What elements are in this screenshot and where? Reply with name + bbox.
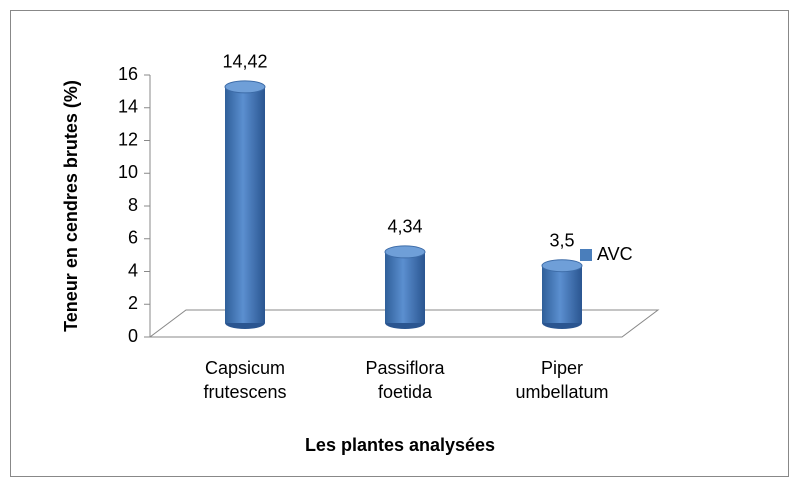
legend-swatch bbox=[580, 249, 592, 261]
value-label: 4,34 bbox=[387, 217, 422, 237]
y-tick-label: 14 bbox=[118, 97, 138, 117]
y-tick-label: 6 bbox=[128, 228, 138, 248]
bar bbox=[225, 86, 265, 323]
chart-border bbox=[10, 10, 789, 477]
y-tick-label: 8 bbox=[128, 195, 138, 215]
bar-top bbox=[224, 80, 266, 94]
y-tick-label: 10 bbox=[118, 162, 138, 182]
x-axis-title: Les plantes analysées bbox=[305, 435, 495, 455]
value-label: 14,42 bbox=[222, 52, 267, 72]
x-tick-label: Capsicum frutescens bbox=[203, 358, 287, 402]
x-tick-label: Piper umbellatum bbox=[515, 358, 609, 402]
y-tick-label: 4 bbox=[128, 260, 138, 280]
y-axis-title: Teneur en cendres brutes (%) bbox=[61, 80, 81, 332]
bar bbox=[385, 251, 425, 323]
value-label: 3,5 bbox=[549, 230, 574, 250]
y-tick-label: 2 bbox=[128, 293, 138, 313]
bar bbox=[542, 265, 582, 323]
x-tick-label: Passiflora foetida bbox=[365, 358, 445, 402]
y-tick-label: 0 bbox=[128, 326, 138, 346]
legend-label: AVC bbox=[597, 244, 633, 264]
y-tick-label: 12 bbox=[118, 129, 138, 149]
y-tick-label: 16 bbox=[118, 64, 138, 84]
bar-top bbox=[384, 245, 426, 259]
bar-top bbox=[541, 259, 583, 273]
